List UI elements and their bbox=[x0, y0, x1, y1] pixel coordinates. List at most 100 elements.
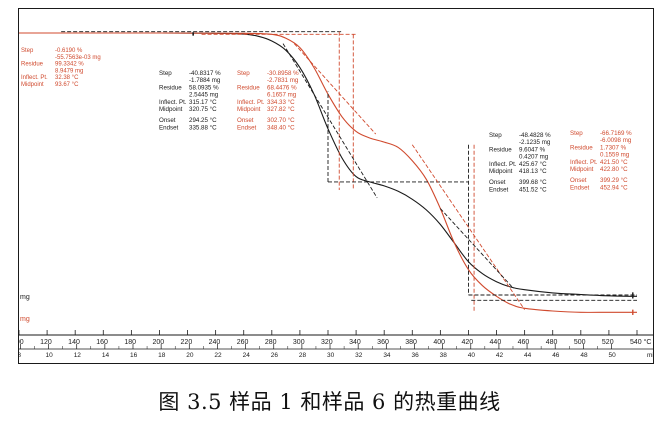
step1-red-label: Onset bbox=[237, 117, 254, 124]
x-tick-label: 220 bbox=[181, 339, 193, 346]
step1-black-value: -1.7884 mg bbox=[189, 77, 221, 84]
step1-tangent-red bbox=[293, 43, 377, 135]
step1-black-label: Step bbox=[159, 70, 172, 77]
step2-black-label: Endset bbox=[489, 186, 509, 193]
plot-frame: 100 120 140 160 180 200 220 240 260 280 300 320 340 3… bbox=[12, 8, 658, 364]
min-tick-label: 44 bbox=[524, 352, 532, 359]
step1-red-label: Midpoint bbox=[237, 106, 261, 113]
step2-red-value: 452.94 °C bbox=[600, 184, 628, 191]
step1-black-value: 294.25 °C bbox=[189, 117, 217, 124]
min-tick-label: 14 bbox=[102, 352, 110, 359]
min-tick-label: 10 bbox=[46, 352, 54, 359]
step2-red-value: 399.29 °C bbox=[600, 177, 628, 184]
x-tick-label: 360 bbox=[377, 339, 389, 346]
x-tick-label: 540 °C bbox=[630, 338, 651, 346]
min-tick-label: 50 bbox=[608, 352, 616, 359]
min-tick-label: 24 bbox=[243, 352, 251, 359]
x-tick-label: 240 bbox=[209, 339, 221, 346]
step2-black-value: -48.4828 % bbox=[519, 132, 551, 139]
step2-red-value: -6.0098 mg bbox=[600, 137, 632, 144]
step0-label: Inflect. Pt. bbox=[21, 75, 48, 81]
step1-black-value: 315.17 °C bbox=[189, 99, 217, 106]
step1-black-label: Onset bbox=[159, 117, 176, 124]
step2-red-label: Onset bbox=[570, 177, 587, 184]
step2-tangent-black bbox=[440, 208, 514, 289]
min-tick-label: 42 bbox=[496, 352, 504, 359]
step2-red-label: Residue bbox=[570, 144, 593, 151]
step1-red-label: Residue bbox=[237, 84, 260, 91]
x-tick-label: 500 bbox=[574, 339, 586, 346]
step2-black-value: 451.52 °C bbox=[519, 186, 547, 193]
step2-red-value: -66.7169 % bbox=[600, 130, 632, 137]
step0-value: 93.67 °C bbox=[55, 82, 79, 88]
step2-black-value: 0.4207 mg bbox=[519, 154, 549, 161]
step0-label: Residue bbox=[21, 62, 44, 68]
x-tick-label: 160 bbox=[96, 339, 108, 346]
step2-black-label: Residue bbox=[489, 146, 512, 153]
x-tick-label: 340 bbox=[349, 339, 361, 346]
step1-red-label: Step bbox=[237, 70, 250, 77]
step2-black-label: Onset bbox=[489, 179, 506, 186]
step1-black-value: 320.75 °C bbox=[189, 106, 217, 113]
step1-black-value: 2.5445 mg bbox=[189, 92, 219, 99]
x-tick-label: 200 bbox=[152, 339, 164, 346]
x-tick-label: 320 bbox=[321, 339, 333, 346]
step1-black-value: -40.8317 % bbox=[189, 70, 221, 77]
step0-value: 99.3342 % bbox=[55, 62, 84, 68]
figure-caption: 图 3.5 样品 1 和样品 6 的热重曲线 bbox=[158, 390, 501, 414]
x-tick-label: 420 bbox=[461, 339, 473, 346]
step2-red-value: 1.7307 % bbox=[600, 144, 627, 151]
min-tick-label: 40 bbox=[468, 352, 476, 359]
x-tick-label: 440 bbox=[490, 339, 502, 346]
step1-red-value: 302.70 °C bbox=[267, 117, 295, 124]
step2-black-label: Step bbox=[489, 132, 502, 139]
min-tick-label: 18 bbox=[158, 352, 166, 359]
step0-label: Midpoint bbox=[21, 82, 44, 88]
min-tick-label: 12 bbox=[74, 352, 82, 359]
min-tick-label: 26 bbox=[271, 352, 279, 359]
step2-red-value: 421.50 °C bbox=[600, 159, 628, 166]
step2-red-label: Midpoint bbox=[570, 166, 594, 173]
step1-red-value: 68.4476 % bbox=[267, 84, 297, 91]
step2-black-value: 9.6047 % bbox=[519, 146, 546, 153]
step1-black-label: Endset bbox=[159, 124, 179, 131]
x-tick-label: 300 bbox=[293, 339, 305, 346]
step2-red-label: Inflect. Pt. bbox=[570, 159, 598, 166]
step2-tangent-red bbox=[411, 144, 526, 310]
x-tick-label: 140 bbox=[68, 339, 80, 346]
min-tick-label: 28 bbox=[299, 352, 307, 359]
x-tick-label: 380 bbox=[405, 339, 417, 346]
min-tick-label: 38 bbox=[440, 352, 448, 359]
step1-red-label: Endset bbox=[237, 124, 257, 131]
step2-red-value: 0.1559 mg bbox=[600, 152, 630, 159]
step2-black-value: 425.67 °C bbox=[519, 161, 547, 168]
min-tick-label: 8 bbox=[19, 352, 21, 359]
x-tick-label: 100 bbox=[19, 339, 24, 346]
tga-curve-sample-6 bbox=[18, 32, 637, 313]
step0-value: 32.38 °C bbox=[55, 75, 79, 81]
min-tick-label: 22 bbox=[214, 352, 222, 359]
y-axis-unit-red: mg bbox=[20, 316, 30, 323]
step1-black-label: Inflect. Pt. bbox=[159, 99, 187, 106]
x-tick-label: 180 bbox=[124, 339, 136, 346]
x-tick-label: 280 bbox=[265, 339, 277, 346]
step1-black-label: Midpoint bbox=[159, 106, 183, 113]
step2-black-value: 399.68 °C bbox=[519, 179, 547, 186]
step2-black-value: -2.1235 mg bbox=[519, 139, 551, 146]
step1-red-value: 334.33 °C bbox=[267, 99, 295, 106]
step1-red-label: Inflect. Pt. bbox=[237, 99, 265, 106]
x-tick-label: 120 bbox=[40, 339, 52, 346]
min-tick-label: 16 bbox=[130, 352, 138, 359]
min-tick-label: 34 bbox=[383, 352, 391, 359]
step0-label: Step bbox=[21, 48, 34, 54]
step2-black-label: Midpoint bbox=[489, 168, 513, 175]
step1-red-value: 327.82 °C bbox=[267, 106, 295, 113]
tga-curve-sample-1 bbox=[18, 32, 638, 297]
step1-black-value: 335.88 °C bbox=[189, 124, 217, 131]
step2-black-value: 418.13 °C bbox=[519, 168, 547, 175]
step1-red-value: -30.8958 % bbox=[267, 70, 299, 77]
x-tick-label: 400 bbox=[433, 339, 445, 346]
min-unit-label: min bbox=[647, 352, 653, 359]
step1-tangent-black bbox=[282, 43, 378, 199]
